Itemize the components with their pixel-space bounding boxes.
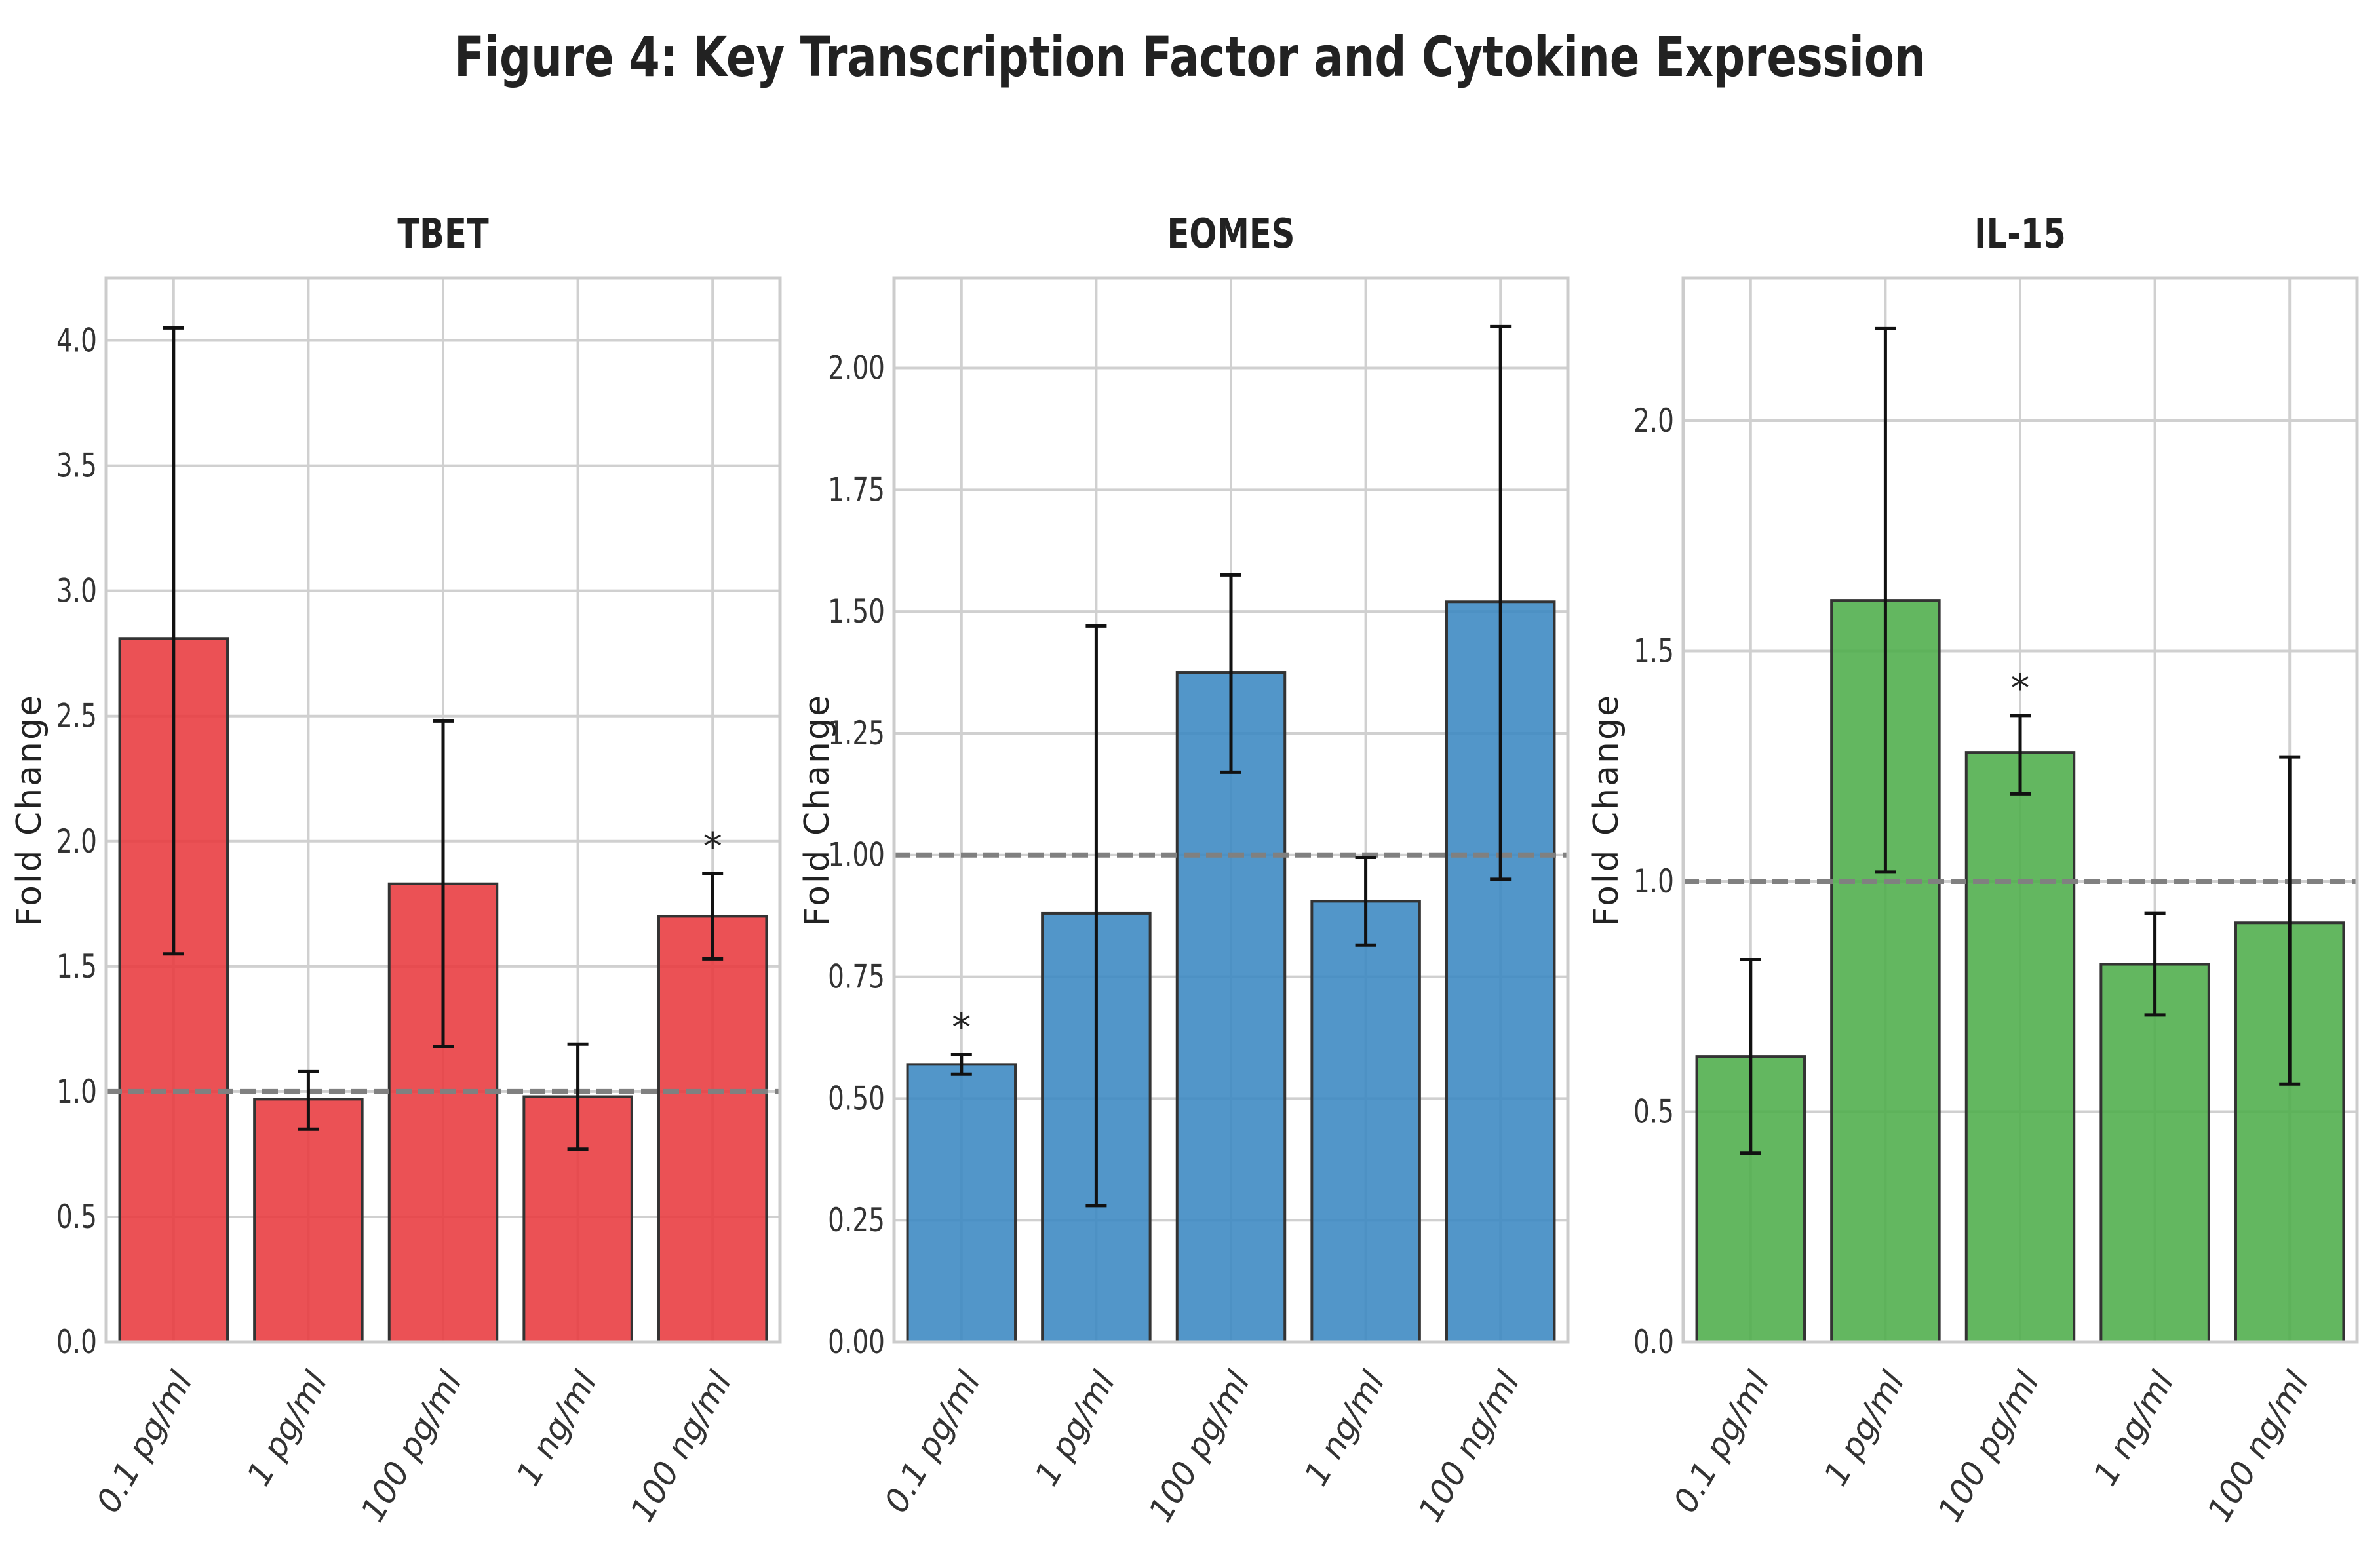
x-tick-label: 100 pg/ml [1141,1365,1257,1528]
y-tick-label: 1.0 [56,1072,97,1111]
y-axis-label: Fold Change [1587,693,1626,927]
y-axis-label: Fold Change [10,693,49,927]
y-tick-label: 3.5 [56,446,97,485]
y-tick-label: 3.0 [56,571,97,610]
chart-panel-1: 0.00 0.25 0.50 0.75 1.00 1.25 1.50 1.75 2.00 * 0.1… [798,211,1570,1528]
x-tick-label: 100 ng/ml [2200,1365,2316,1528]
x-tick-label: 1 ng/ml [2086,1365,2181,1492]
significance-marker: * [952,1005,971,1049]
bar-0-1-pg-ml [906,1063,1017,1343]
x-tick-label: 100 pg/ml [353,1365,469,1528]
y-tick-label: 1.75 [828,470,885,508]
x-tick-label: 100 ng/ml [1411,1365,1527,1528]
figure-title: Figure 4: Key Transcription Factor and C… [454,25,1926,89]
y-tick-label: 2.0 [56,822,97,860]
x-tick-label: 0.1 pg/ml [877,1365,988,1519]
y-tick-label: 1.5 [56,947,97,986]
x-tick-label: 1 pg/ml [1816,1365,1912,1492]
y-tick-label: 1.25 [828,714,885,752]
y-tick-label: 1.50 [828,592,885,630]
significance-marker: * [2011,666,2030,710]
y-tick-label: 0.0 [1633,1322,1674,1361]
y-tick-label: 1.0 [1633,862,1674,900]
chart-panel-2: 0.0 0.5 1.0 1.5 2.0 * 0.1 pg/ml 1 pg/ml 100 pg/m… [1587,211,2359,1528]
bar-100-pg-ml [1175,671,1287,1343]
y-tick-label: 4.0 [56,321,97,360]
x-tick-label: 100 pg/ml [1930,1365,2046,1528]
y-tick-label: 1.00 [828,835,885,874]
y-tick-label: 0.0 [56,1322,97,1361]
plot-frame [1681,276,2359,1344]
bar-1-pg-ml [253,1098,364,1343]
x-tick-label: 100 ng/ml [623,1365,739,1528]
x-tick-label: 0.1 pg/ml [89,1365,200,1519]
x-tick-label: 1 pg/ml [239,1365,335,1492]
y-tick-label: 0.5 [56,1197,97,1236]
y-tick-label: 2.0 [1633,401,1674,440]
bar-100-pg-ml [1964,751,2076,1343]
y-tick-label: 2.5 [56,697,97,735]
y-tick-label: 0.5 [1633,1092,1674,1131]
y-tick-label: 2.00 [828,349,885,387]
panel-title: TBET [397,211,488,258]
panel-title: EOMES [1167,211,1295,258]
bar-1-ng-ml [2099,963,2210,1343]
y-tick-label: 0.75 [828,957,885,996]
x-tick-label: 1 pg/ml [1027,1365,1123,1492]
plot-frame [104,276,782,1344]
y-tick-label: 0.25 [828,1200,885,1239]
significance-marker: * [703,824,722,868]
x-tick-label: 1 ng/ml [1297,1365,1392,1492]
x-tick-label: 1 ng/ml [509,1365,604,1492]
bar-100-ng-ml [657,915,768,1343]
y-tick-label: 0.00 [828,1322,885,1361]
bar-1-ng-ml [1310,900,1421,1343]
y-tick-label: 0.50 [828,1079,885,1118]
chart-panel-0: 0.0 0.5 1.0 1.5 2.0 2.5 3.0 3.5 4.0 * 0.1 pg/ml 1 p… [10,211,782,1528]
plot-frame [892,276,1570,1344]
y-axis-label: Fold Change [798,693,837,927]
x-tick-label: 0.1 pg/ml [1666,1365,1777,1519]
y-tick-label: 1.5 [1633,632,1674,670]
panel-title: IL-15 [1974,211,2066,258]
